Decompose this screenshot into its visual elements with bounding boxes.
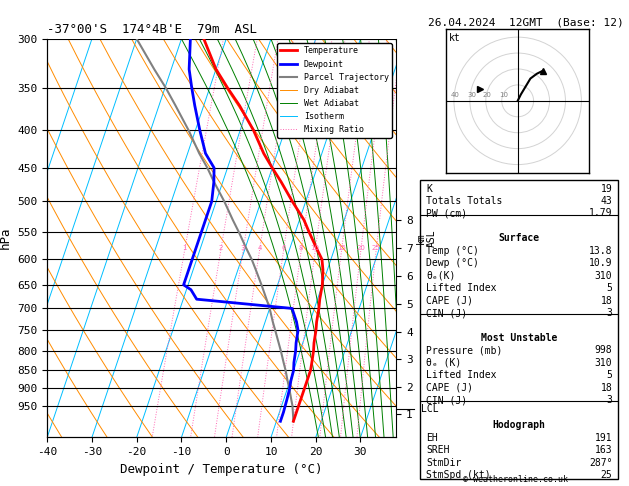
- Text: © weatheronline.co.uk: © weatheronline.co.uk: [464, 474, 568, 484]
- Legend: Temperature, Dewpoint, Parcel Trajectory, Dry Adiabat, Wet Adiabat, Isotherm, Mi: Temperature, Dewpoint, Parcel Trajectory…: [277, 43, 392, 138]
- Text: 3: 3: [606, 308, 613, 318]
- Text: Lifted Index: Lifted Index: [426, 283, 497, 293]
- Text: 2: 2: [218, 245, 223, 251]
- Text: K: K: [426, 184, 432, 193]
- Text: Most Unstable: Most Unstable: [481, 333, 557, 343]
- Text: 998: 998: [595, 346, 613, 355]
- Text: 8: 8: [299, 245, 303, 251]
- Text: 10: 10: [311, 245, 320, 251]
- Text: 19: 19: [601, 184, 613, 193]
- Text: 26.04.2024  12GMT  (Base: 12): 26.04.2024 12GMT (Base: 12): [428, 17, 623, 27]
- Text: Dewp (°C): Dewp (°C): [426, 258, 479, 268]
- Text: 15: 15: [337, 245, 346, 251]
- Text: 310: 310: [595, 271, 613, 281]
- X-axis label: Dewpoint / Temperature (°C): Dewpoint / Temperature (°C): [121, 463, 323, 476]
- Text: 20: 20: [356, 245, 365, 251]
- Text: PW (cm): PW (cm): [426, 208, 467, 219]
- Text: LCL: LCL: [421, 404, 438, 414]
- Y-axis label: km
ASL: km ASL: [416, 229, 437, 247]
- Text: 1.79: 1.79: [589, 208, 613, 219]
- Text: 3: 3: [241, 245, 245, 251]
- Text: CAPE (J): CAPE (J): [426, 295, 473, 306]
- Text: 4: 4: [257, 245, 262, 251]
- Text: Totals Totals: Totals Totals: [426, 196, 503, 206]
- Text: 5: 5: [606, 370, 613, 381]
- Text: -37°00'S  174°4B'E  79m  ASL: -37°00'S 174°4B'E 79m ASL: [47, 23, 257, 36]
- Text: 30: 30: [467, 92, 476, 98]
- Text: 40: 40: [451, 92, 460, 98]
- Text: Temp (°C): Temp (°C): [426, 246, 479, 256]
- Text: Hodograph: Hodograph: [493, 420, 546, 430]
- Text: 310: 310: [595, 358, 613, 368]
- Text: 25: 25: [372, 245, 381, 251]
- Text: StmDir: StmDir: [426, 457, 461, 468]
- Text: Lifted Index: Lifted Index: [426, 370, 497, 381]
- Text: CIN (J): CIN (J): [426, 308, 467, 318]
- Text: 287°: 287°: [589, 457, 613, 468]
- Text: θₑ(K): θₑ(K): [426, 271, 455, 281]
- Text: 1: 1: [182, 245, 187, 251]
- Text: 18: 18: [601, 295, 613, 306]
- Y-axis label: hPa: hPa: [0, 227, 12, 249]
- Text: 5: 5: [606, 283, 613, 293]
- Text: CIN (J): CIN (J): [426, 395, 467, 405]
- Text: StmSpd (kt): StmSpd (kt): [426, 470, 491, 480]
- Text: Pressure (mb): Pressure (mb): [426, 346, 503, 355]
- Text: 10.9: 10.9: [589, 258, 613, 268]
- Text: SREH: SREH: [426, 445, 450, 455]
- Text: CAPE (J): CAPE (J): [426, 383, 473, 393]
- Text: 6: 6: [281, 245, 286, 251]
- Text: 3: 3: [606, 395, 613, 405]
- Text: 43: 43: [601, 196, 613, 206]
- Text: 163: 163: [595, 445, 613, 455]
- Text: 13.8: 13.8: [589, 246, 613, 256]
- Text: θₑ (K): θₑ (K): [426, 358, 461, 368]
- Text: 18: 18: [601, 383, 613, 393]
- Text: Surface: Surface: [499, 233, 540, 243]
- Text: 10: 10: [499, 92, 508, 98]
- Text: 25: 25: [601, 470, 613, 480]
- Text: 20: 20: [483, 92, 492, 98]
- Text: EH: EH: [426, 433, 438, 443]
- Text: kt: kt: [449, 34, 460, 43]
- Text: 191: 191: [595, 433, 613, 443]
